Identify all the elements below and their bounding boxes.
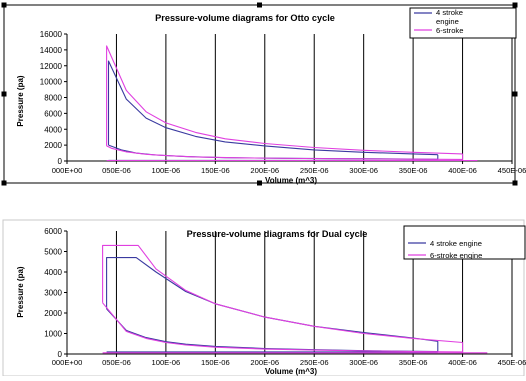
x-tick-label: 400E-06 — [448, 358, 477, 367]
y-tick-label: 14000 — [40, 46, 63, 55]
x-tick-label: 250E-06 — [300, 166, 329, 175]
selection-handle — [513, 181, 518, 186]
legend-entry: 6-stroke — [436, 26, 463, 35]
selection-handle — [2, 92, 7, 97]
series-six-stroke-line — [103, 245, 463, 342]
y-axis-title: Pressure (pa) — [16, 75, 25, 126]
series-four-stroke-line — [107, 309, 438, 352]
x-axis-title: Volume (m^3) — [265, 367, 317, 376]
y-tick-label: 4000 — [44, 268, 62, 277]
chart-title: Pressure-volume diagrams for Otto cycle — [155, 13, 335, 23]
x-axis-title: Volume (m^3) — [265, 176, 317, 185]
x-tick-label: 000E+00 — [52, 166, 83, 175]
x-tick-label: 100E-06 — [152, 166, 181, 175]
x-tick-label: 350E-06 — [399, 166, 428, 175]
x-tick-label: 300E-06 — [349, 358, 378, 367]
x-tick-label: 150E-06 — [201, 358, 230, 367]
x-tick-label: 200E-06 — [250, 166, 279, 175]
x-tick-label: 450E-06 — [498, 358, 526, 367]
series-six-stroke-line — [107, 46, 463, 154]
series-six-stroke-line — [103, 303, 463, 352]
selection-handle — [2, 181, 7, 186]
y-tick-label: 2000 — [44, 141, 62, 150]
chart-title: Pressure-volume diagrams for Dual cycle — [187, 229, 368, 239]
y-tick-label: 1000 — [44, 330, 62, 339]
x-tick-label: 250E-06 — [300, 358, 329, 367]
selection-handle — [257, 3, 262, 8]
x-tick-label: 100E-06 — [152, 358, 181, 367]
y-tick-label: 6000 — [44, 227, 62, 236]
selection-handle — [513, 3, 518, 8]
x-tick-label: 450E-06 — [498, 166, 526, 175]
x-tick-label: 200E-06 — [250, 358, 279, 367]
x-tick-label: 000E+00 — [52, 358, 83, 367]
y-tick-label: 16000 — [40, 30, 63, 39]
y-tick-label: 12000 — [40, 62, 63, 71]
series-four-stroke-line — [107, 258, 438, 342]
y-axis-title: Pressure (pa) — [16, 266, 25, 317]
legend: 4 stroke engine 6-stroke engine — [404, 226, 525, 260]
selection-handle — [257, 181, 262, 186]
series-four-stroke-line — [109, 61, 438, 155]
y-tick-label: 6000 — [44, 109, 62, 118]
y-tick-label: 0 — [58, 157, 63, 166]
x-tick-label: 300E-06 — [349, 166, 378, 175]
y-tick-label: 5000 — [44, 248, 62, 257]
y-tick-label: 10000 — [40, 78, 63, 87]
x-tick-label: 150E-06 — [201, 166, 230, 175]
y-tick-label: 4000 — [44, 125, 62, 134]
selection-handle — [513, 92, 518, 97]
y-tick-label: 8000 — [44, 94, 62, 103]
y-tick-label: 2000 — [44, 309, 62, 318]
x-tick-label: 350E-06 — [399, 358, 428, 367]
chart-otto: 0 2000 4000 6000 8000 10000 12000 14000 16000 000… — [2, 3, 526, 186]
legend-entry: 4 stroke engine — [430, 239, 482, 248]
x-tick-label: 050E-06 — [102, 358, 131, 367]
series-four-stroke-line — [109, 145, 438, 159]
y-tick-label: 3000 — [44, 289, 62, 298]
x-tick-label: 400E-06 — [448, 166, 477, 175]
legend-entry: 6-stroke engine — [430, 251, 482, 260]
selection-handle — [2, 3, 7, 8]
x-tick-label: 050E-06 — [102, 166, 131, 175]
